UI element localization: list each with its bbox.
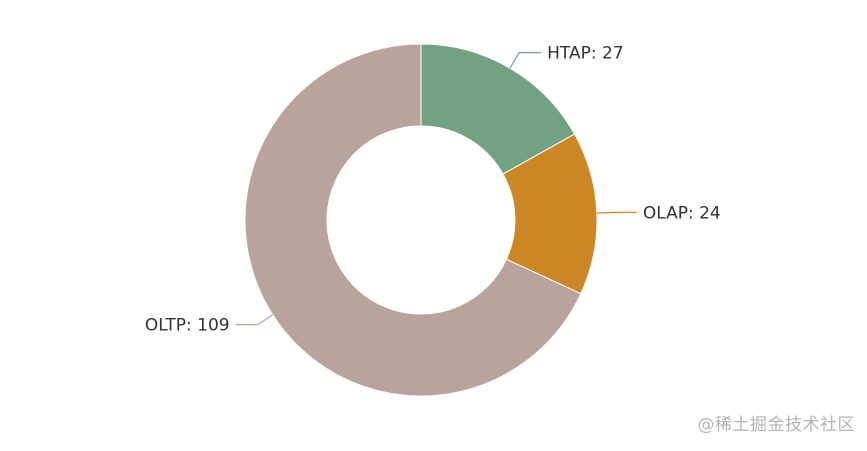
slice-olap[interactable]	[502, 133, 598, 295]
leader-line-htap	[509, 52, 542, 69]
slice-oltp[interactable]	[244, 43, 582, 397]
slice-label-oltp: OLTP: 109	[145, 316, 230, 336]
slice-label-olap: OLAP: 24	[643, 203, 721, 223]
slice-label-htap: HTAP: 27	[547, 44, 624, 64]
donut-slices	[244, 43, 598, 397]
slice-labels: HTAP: 27 OLAP: 24 OLTP: 109	[145, 44, 721, 336]
leader-line-olap	[596, 211, 637, 214]
leader-line-oltp	[235, 314, 274, 326]
watermark-text: @稀土掘金技术社区	[697, 415, 855, 435]
